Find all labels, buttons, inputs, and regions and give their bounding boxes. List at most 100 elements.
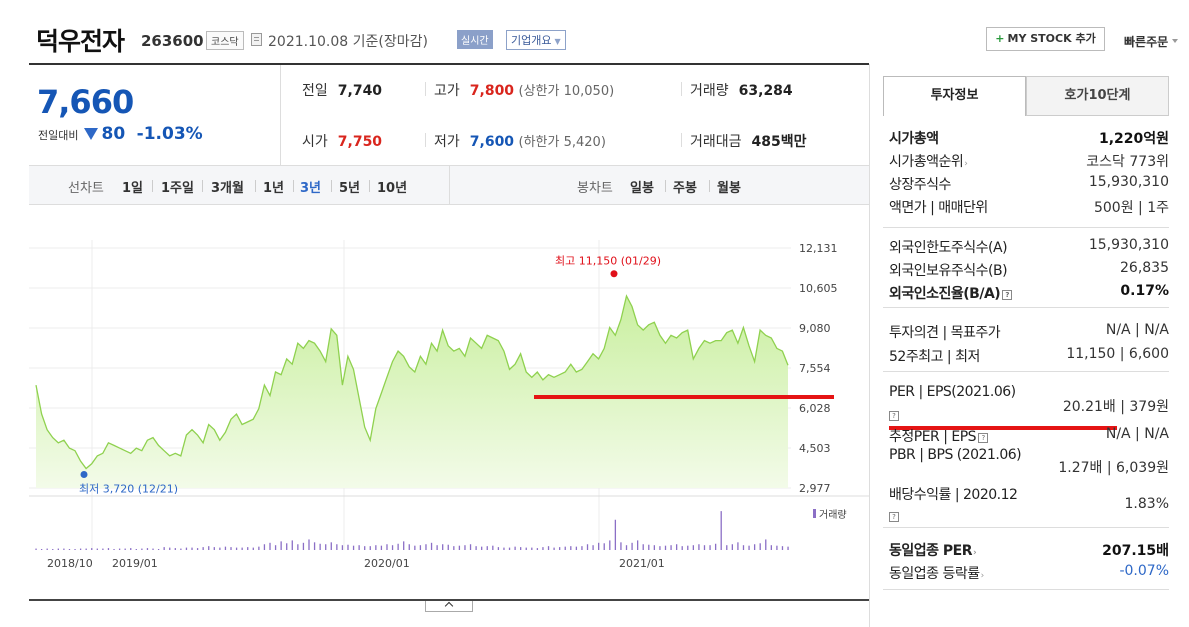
market-cap-rank-label[interactable]: 시가총액순위› xyxy=(889,151,968,171)
volume-bar xyxy=(614,519,617,550)
y-tick-label: 2,977 xyxy=(799,482,831,495)
foreign-limit-label: 외국인한도주식수(A) xyxy=(889,240,1008,256)
help-icon[interactable]: ? xyxy=(978,433,989,443)
volume-bar xyxy=(146,548,149,550)
info-row: 외국인보유주식수(B) 26,835 xyxy=(889,260,1169,282)
volume-bar xyxy=(692,545,695,550)
volume-bar xyxy=(386,544,388,550)
volume-bar xyxy=(369,546,371,550)
volume-bar xyxy=(698,544,700,550)
help-icon[interactable]: ? xyxy=(889,411,899,421)
company-name: 덕우전자 xyxy=(36,27,125,56)
volume-bar xyxy=(714,543,717,550)
volume-bar xyxy=(375,545,377,550)
stat-amount-value: 485 xyxy=(751,134,781,150)
help-icon[interactable]: ? xyxy=(889,512,899,522)
volume-bar xyxy=(503,547,505,550)
tab-monthly[interactable]: 월봉 xyxy=(717,181,741,196)
volume-bar xyxy=(157,549,160,550)
tab-10y[interactable]: 10년 xyxy=(377,181,408,196)
quick-order-link[interactable]: 빠른주문 xyxy=(1124,35,1179,49)
divider xyxy=(425,82,426,96)
market-cap-rank-value: 코스닥 773위 xyxy=(1086,154,1169,170)
volume-legend: 거래량 xyxy=(819,509,847,521)
collapse-button[interactable] xyxy=(425,601,473,612)
volume-bar xyxy=(520,547,522,550)
info-row: 액면가 | 매매단위 500원 | 1주 xyxy=(889,197,1169,219)
tab-3y[interactable]: 3년 xyxy=(300,181,322,196)
volume-bar xyxy=(620,542,622,550)
chevron-down-icon: ▼ xyxy=(554,37,561,46)
tab-1y[interactable]: 1년 xyxy=(263,181,285,196)
min-label: 최저 3,720 (12/21) xyxy=(79,483,178,496)
volume-bar xyxy=(313,542,316,550)
volume-bar xyxy=(508,547,511,550)
volume-bar xyxy=(269,542,271,550)
candle-chart-label: 봉차트 xyxy=(577,181,613,196)
volume-bar xyxy=(414,545,416,550)
price-chart[interactable]: 12,131 10,605 9,080 7,554 6,028 4,503 2,977 20… xyxy=(29,205,869,575)
volume-bar xyxy=(781,546,784,550)
tab-daily[interactable]: 일봉 xyxy=(630,181,654,196)
foreign-hold-value: 26,835 xyxy=(1120,260,1169,276)
volume-bar xyxy=(486,546,488,550)
tab-1w[interactable]: 1주일 xyxy=(161,181,194,196)
volume-bar xyxy=(759,543,761,550)
volume-bar xyxy=(230,547,232,550)
info-row: PBR | BPS (2021.06) xyxy=(889,447,1169,469)
divider xyxy=(425,133,426,147)
sector-per-label[interactable]: 동일업종 PER› xyxy=(889,540,977,560)
tab-3m[interactable]: 3개월 xyxy=(211,181,244,196)
volume-bar xyxy=(235,547,238,550)
lower-limit: (하한가 5,420) xyxy=(518,135,606,150)
plus-icon: + xyxy=(995,32,1005,45)
volume-bar xyxy=(180,548,182,550)
stat-high-value: 7,800 xyxy=(469,83,515,99)
volume-bar xyxy=(118,548,121,550)
info-row: 20.21배 | 379원 xyxy=(889,396,1169,418)
sector-per-value: 207.15배 xyxy=(1102,543,1169,559)
volume-bar xyxy=(57,548,59,550)
tab-5y[interactable]: 5년 xyxy=(339,181,361,196)
volume-bar xyxy=(352,545,355,550)
volume-bar xyxy=(397,543,399,550)
volume-bar xyxy=(224,546,227,550)
volume-bar xyxy=(525,547,527,550)
divider xyxy=(152,180,153,192)
foreign-ratio-text: 외국인소진율(B/A) xyxy=(889,286,1001,302)
volume-bar xyxy=(79,548,82,550)
tab-order-book[interactable]: 호가10단계 xyxy=(1026,76,1169,116)
chevron-right-icon: › xyxy=(964,159,968,169)
volume-bar xyxy=(481,546,483,550)
add-mystock-button[interactable]: + MY STOCK 추가 xyxy=(986,27,1105,51)
divider xyxy=(709,180,710,192)
add-mystock-label: MY STOCK 추가 xyxy=(1007,32,1096,45)
company-overview-button[interactable]: 기업개요 ▼ xyxy=(506,30,566,50)
dividend-label: 배당수익률 | 2020.12 xyxy=(889,487,1018,503)
chart-period-tabs: 선차트 1일 1주일 3개월 1년 3년 5년 10년 봉차트 일봉 주봉 월봉 xyxy=(29,165,869,205)
valuation-section: PER | EPS(2021.06) 20.21배 | 379원 ? 추정PER… xyxy=(883,372,1169,528)
price-box: 7,660 전일대비 80 -1.03% xyxy=(29,65,281,165)
volume-bar xyxy=(141,548,143,550)
foreign-limit-value: 15,930,310 xyxy=(1088,237,1169,253)
volume-bar xyxy=(341,545,344,550)
stat-volume: 거래량 63,284 xyxy=(690,80,793,100)
volume-bar xyxy=(213,547,215,550)
realtime-badge[interactable]: 실시간 xyxy=(457,30,493,49)
help-icon[interactable]: ? xyxy=(1002,290,1013,300)
info-row: 시가총액 1,220억원 xyxy=(889,128,1169,150)
divider xyxy=(665,180,666,192)
info-row: 동일업종 등락률› -0.07% xyxy=(889,563,1169,585)
tab-1d[interactable]: 1일 xyxy=(122,181,144,196)
stock-code: 263600 xyxy=(141,32,204,50)
info-row: PER | EPS(2021.06) xyxy=(889,384,1169,406)
volume-bar xyxy=(347,544,349,550)
sector-rate-label[interactable]: 동일업종 등락률› xyxy=(889,563,984,583)
opinion-section: 투자의견 | 목표주가 N/A | N/A 52주최고 | 최저 11,150 | … xyxy=(883,308,1169,372)
volume-bar xyxy=(263,544,266,550)
tab-weekly[interactable]: 주봉 xyxy=(673,181,697,196)
volume-bar xyxy=(430,542,433,550)
volume-bar xyxy=(776,545,778,550)
stat-prev: 전일 7,740 xyxy=(302,80,382,100)
tab-investment-info[interactable]: 투자정보 xyxy=(883,76,1026,116)
